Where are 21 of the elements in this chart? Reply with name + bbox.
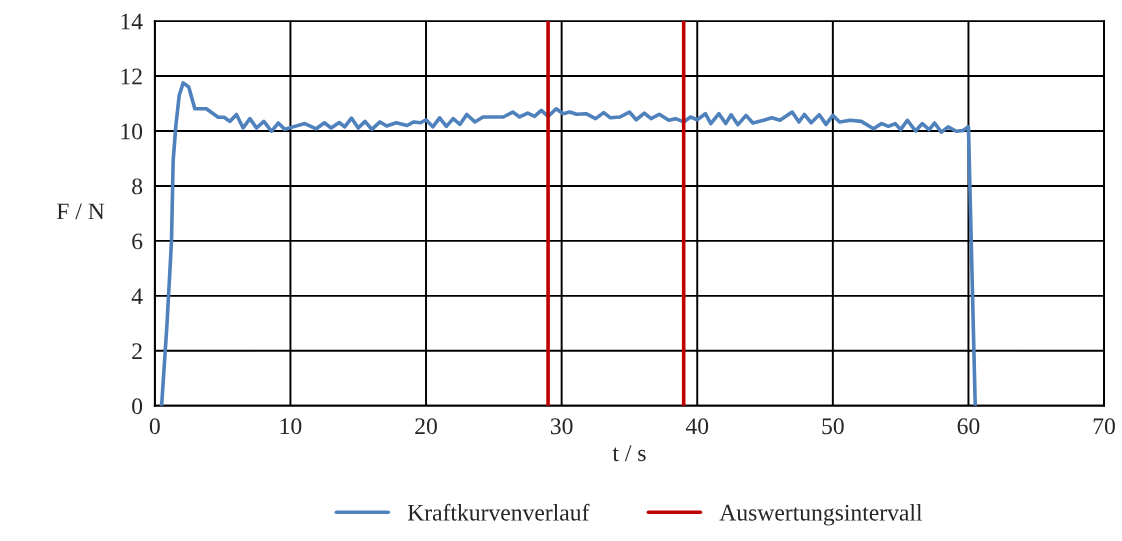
y-tick-label: 14	[121, 13, 143, 30]
y-tick-label: 8	[132, 178, 143, 195]
legend-label: Kraftkurvenverlauf	[407, 503, 590, 521]
x-axis-title: t / s	[612, 445, 646, 462]
y-tick-label: 0	[132, 398, 143, 415]
line-series	[159, 81, 978, 406]
y-tick-label: 12	[121, 68, 142, 85]
x-tick-label: 40	[685, 418, 709, 435]
x-tick-label: 30	[550, 418, 573, 435]
x-tick-label: 60	[957, 418, 980, 435]
y-tick-label: 4	[131, 288, 143, 305]
x-tick-label: 20	[415, 418, 437, 435]
y-axis-title: F / N	[56, 203, 105, 220]
y-tick-label: 10	[121, 123, 143, 140]
x-tick-label: 0	[149, 418, 160, 435]
y-tick-label: 6	[132, 233, 143, 250]
y-tick-label: 2	[132, 343, 142, 359]
legend-label: Auswertungsintervall	[719, 504, 923, 526]
x-tick-label: 10	[280, 418, 302, 435]
x-tick-label: 50	[822, 418, 844, 435]
x-tick-label: 70	[1093, 418, 1115, 435]
